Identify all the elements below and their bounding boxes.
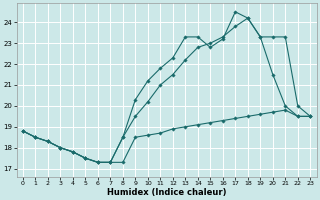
X-axis label: Humidex (Indice chaleur): Humidex (Indice chaleur) [107,188,226,197]
